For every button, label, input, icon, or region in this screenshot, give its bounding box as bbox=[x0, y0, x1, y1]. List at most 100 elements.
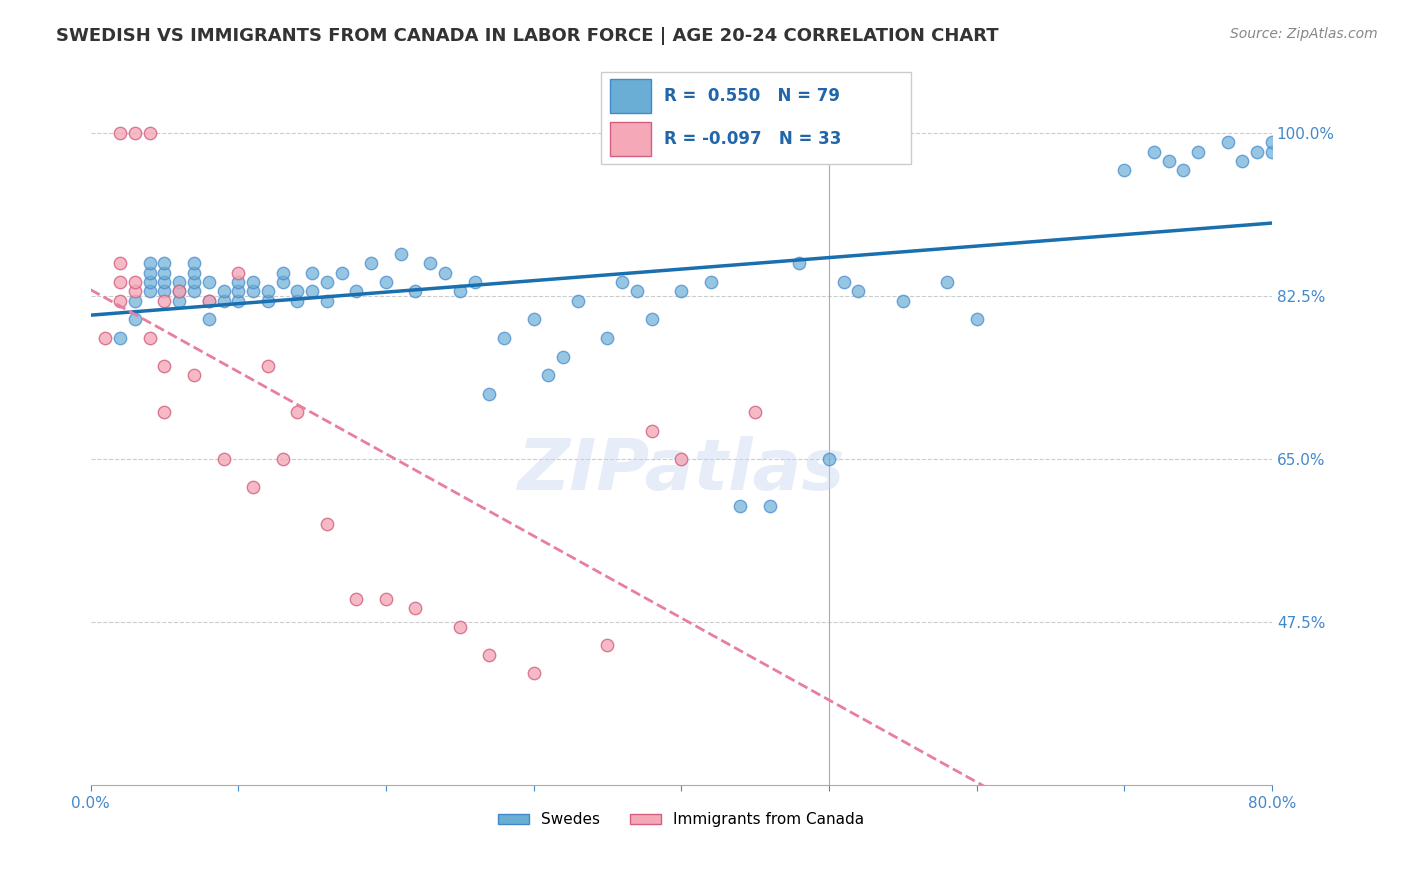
Point bbox=[167, 275, 190, 289]
Point bbox=[212, 293, 235, 308]
Point bbox=[256, 285, 278, 299]
Point bbox=[138, 285, 160, 299]
Point bbox=[167, 293, 190, 308]
Point bbox=[1246, 145, 1268, 159]
Point bbox=[434, 266, 457, 280]
Point bbox=[242, 275, 264, 289]
Point bbox=[183, 266, 205, 280]
Point bbox=[94, 331, 117, 345]
Point bbox=[271, 275, 294, 289]
Point bbox=[818, 452, 841, 467]
Point bbox=[138, 126, 160, 140]
Point bbox=[730, 499, 752, 513]
Point bbox=[789, 256, 811, 270]
Point bbox=[478, 648, 501, 662]
Point bbox=[419, 256, 441, 270]
Point bbox=[537, 368, 560, 383]
Point bbox=[1232, 153, 1254, 168]
Point bbox=[848, 285, 870, 299]
Point bbox=[1173, 163, 1195, 178]
Point bbox=[315, 517, 337, 532]
Point bbox=[671, 452, 693, 467]
Point bbox=[478, 386, 501, 401]
Point bbox=[1216, 135, 1239, 149]
Point bbox=[242, 285, 264, 299]
Point bbox=[344, 591, 367, 606]
Point bbox=[404, 601, 426, 615]
Text: ZIPatlas: ZIPatlas bbox=[517, 436, 845, 505]
Point bbox=[1143, 145, 1166, 159]
Text: R =  0.550   N = 79: R = 0.550 N = 79 bbox=[664, 87, 839, 104]
Point bbox=[138, 275, 160, 289]
Point bbox=[891, 293, 914, 308]
Text: SWEDISH VS IMMIGRANTS FROM CANADA IN LABOR FORCE | AGE 20-24 CORRELATION CHART: SWEDISH VS IMMIGRANTS FROM CANADA IN LAB… bbox=[56, 27, 998, 45]
Point bbox=[153, 405, 176, 419]
Point bbox=[108, 256, 131, 270]
Point bbox=[700, 275, 723, 289]
Point bbox=[1114, 163, 1136, 178]
Point bbox=[523, 666, 546, 681]
Point bbox=[183, 368, 205, 383]
Point bbox=[124, 275, 146, 289]
Point bbox=[641, 312, 664, 326]
Point bbox=[153, 275, 176, 289]
Point bbox=[449, 620, 471, 634]
Point bbox=[124, 293, 146, 308]
Point bbox=[197, 275, 219, 289]
Point bbox=[197, 293, 219, 308]
Point bbox=[285, 293, 308, 308]
Point bbox=[183, 285, 205, 299]
Point bbox=[138, 331, 160, 345]
Point bbox=[374, 591, 396, 606]
Point bbox=[612, 275, 634, 289]
Point bbox=[1261, 145, 1284, 159]
Point bbox=[641, 424, 664, 438]
Point bbox=[108, 331, 131, 345]
Point bbox=[301, 285, 323, 299]
Point bbox=[404, 285, 426, 299]
Point bbox=[596, 331, 619, 345]
Point bbox=[124, 312, 146, 326]
Point bbox=[108, 126, 131, 140]
Point bbox=[242, 480, 264, 494]
Point bbox=[167, 285, 190, 299]
Text: R = -0.097   N = 33: R = -0.097 N = 33 bbox=[664, 130, 841, 148]
Point bbox=[197, 293, 219, 308]
Point bbox=[671, 285, 693, 299]
Point bbox=[153, 266, 176, 280]
Point bbox=[256, 359, 278, 373]
Point bbox=[138, 266, 160, 280]
Point bbox=[153, 359, 176, 373]
Point bbox=[344, 285, 367, 299]
Point bbox=[226, 275, 249, 289]
Point bbox=[183, 275, 205, 289]
Point bbox=[464, 275, 486, 289]
Point bbox=[108, 293, 131, 308]
Point bbox=[1187, 145, 1209, 159]
Point bbox=[330, 266, 353, 280]
Point bbox=[153, 256, 176, 270]
Point bbox=[1157, 153, 1180, 168]
FancyBboxPatch shape bbox=[600, 72, 911, 164]
Point bbox=[966, 312, 988, 326]
FancyBboxPatch shape bbox=[610, 122, 651, 156]
Point bbox=[108, 275, 131, 289]
Point bbox=[301, 266, 323, 280]
Point bbox=[360, 256, 382, 270]
Point bbox=[449, 285, 471, 299]
Point bbox=[374, 275, 396, 289]
Point bbox=[212, 452, 235, 467]
Point bbox=[285, 405, 308, 419]
Point bbox=[315, 275, 337, 289]
Point bbox=[153, 293, 176, 308]
Point bbox=[226, 266, 249, 280]
Legend: Swedes, Immigrants from Canada: Swedes, Immigrants from Canada bbox=[492, 806, 870, 833]
Point bbox=[138, 256, 160, 270]
Point bbox=[285, 285, 308, 299]
Point bbox=[271, 266, 294, 280]
Point bbox=[167, 285, 190, 299]
Point bbox=[315, 293, 337, 308]
Point bbox=[226, 285, 249, 299]
Point bbox=[744, 405, 766, 419]
FancyBboxPatch shape bbox=[610, 78, 651, 112]
